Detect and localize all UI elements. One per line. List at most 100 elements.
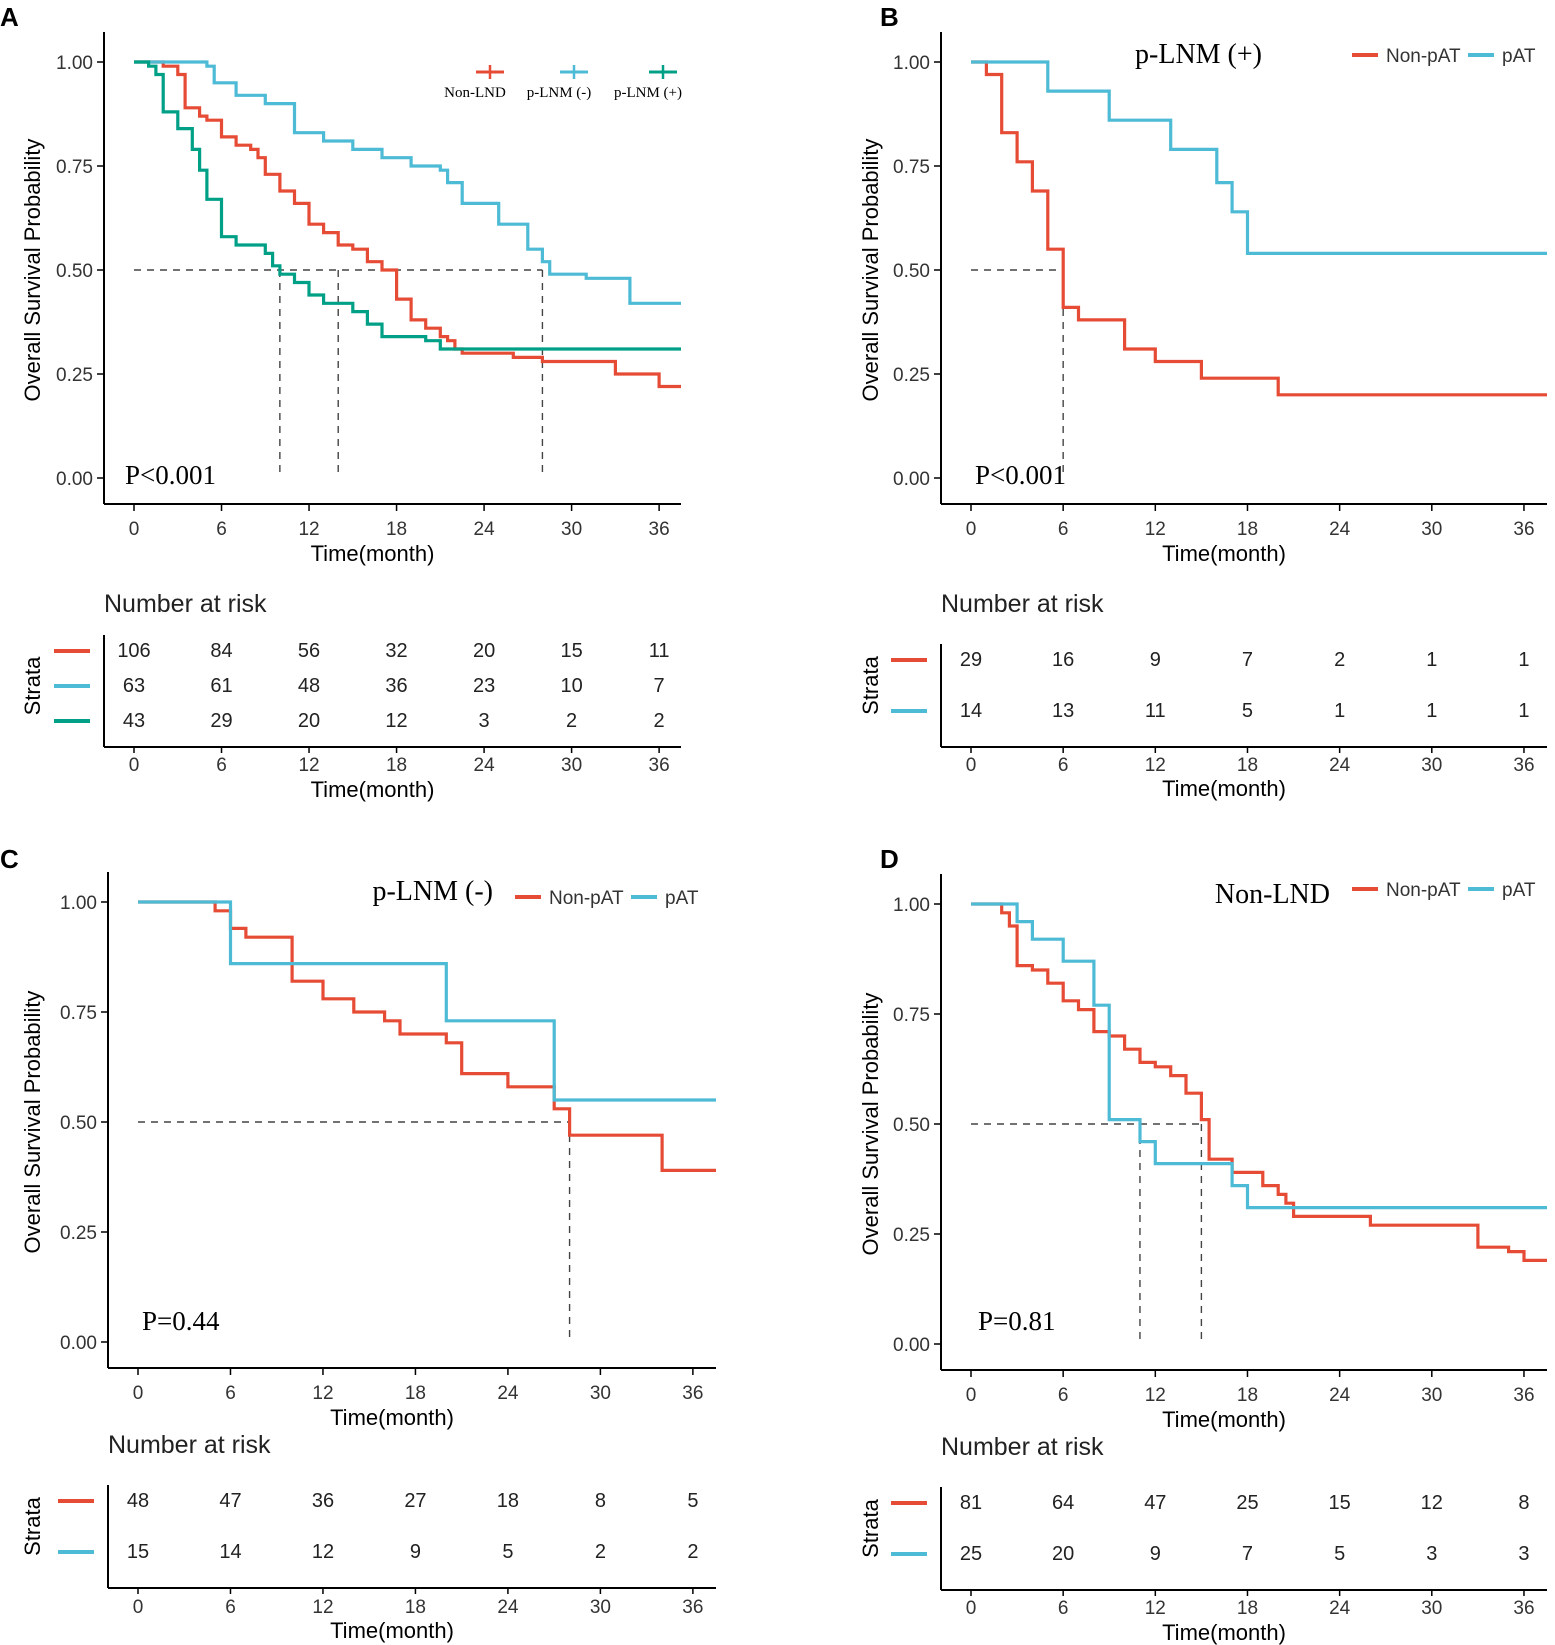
x-tick-label: 6 [1058,1385,1069,1406]
survival-curve-non-pat [971,60,1547,397]
risk-count: 36 [312,1490,334,1512]
y-tick-label: 1.00 [893,53,930,74]
panel-title: Non-LND [1215,879,1330,910]
risk-count: 12 [1421,1492,1443,1514]
risk-x-tick-label: 18 [386,755,407,776]
x-tick-label: 0 [966,519,977,540]
x-tick-label: 12 [1145,519,1166,540]
x-tick-label: 0 [133,1383,144,1404]
risk-count: 84 [210,640,232,662]
risk-x-axis-label: Time(month) [1162,776,1286,801]
risk-count: 9 [1150,649,1161,671]
survival-curve-non-pat [138,900,716,1172]
strata-label: Strata [858,655,883,714]
risk-count: 29 [210,710,232,732]
risk-table-title: Number at risk [941,590,1104,618]
y-tick-label: 0.50 [60,1113,97,1134]
survival-curve-pat [971,60,1547,255]
risk-count: 12 [385,710,407,732]
risk-count: 2 [654,710,665,732]
risk-x-tick-label: 36 [1513,755,1534,776]
risk-count: 5 [502,1541,513,1563]
risk-count: 43 [123,710,145,732]
y-tick-label: 0.00 [893,1335,930,1356]
risk-x-tick-label: 24 [1329,1598,1351,1619]
panel-letter: A [0,2,19,32]
risk-count: 56 [298,640,320,662]
risk-count: 48 [127,1490,149,1512]
risk-x-tick-label: 6 [1058,1598,1069,1619]
y-tick-label: 0.00 [56,469,93,490]
y-tick-label: 0.50 [893,261,930,282]
risk-count: 1 [1518,700,1529,722]
risk-count: 18 [497,1490,519,1512]
risk-x-axis-label: Time(month) [1162,1620,1286,1645]
risk-x-tick-label: 0 [966,1598,977,1619]
risk-count: 47 [1144,1492,1166,1514]
risk-table-title: Number at risk [108,1431,271,1459]
x-tick-label: 24 [474,519,496,540]
risk-x-tick-label: 18 [405,1597,426,1618]
legend-label: p-LNM (-) [527,85,592,101]
panel-d: D0.000.250.500.751.000 6 12 18 24 30 36Time(mo… [858,844,1547,1645]
risk-count: 27 [404,1490,426,1512]
risk-count: 25 [1236,1492,1258,1514]
panel-letter: B [880,2,899,32]
risk-count: 1 [1426,700,1437,722]
legend-label: Non-pAT [549,888,624,909]
risk-count: 64 [1052,1492,1074,1514]
y-tick-label: 0.75 [60,1003,97,1024]
y-tick-label: 0.25 [60,1223,97,1244]
y-tick-label: 1.00 [893,895,930,916]
legend-label: Non-pAT [1386,880,1461,901]
y-tick-label: 0.00 [60,1333,97,1354]
risk-count: 5 [1334,1543,1345,1565]
risk-x-tick-label: 12 [312,1597,333,1618]
risk-x-tick-label: 36 [649,755,670,776]
risk-count: 3 [1518,1543,1529,1565]
legend-label: p-LNM (+) [614,85,682,101]
p-value: P<0.001 [975,460,1066,490]
y-axis-label: Overall Survival Probability [858,139,883,402]
risk-count: 20 [1052,1543,1074,1565]
x-tick-label: 36 [682,1383,703,1404]
panel-c: C 0.00 0.25 0.50 0.75 1.00 0 6 12 18 24 30 36 Time(mo… [0,844,716,1643]
risk-x-tick-label: 6 [1058,755,1069,776]
risk-x-tick-label: 36 [1513,1598,1534,1619]
panel-b: B0.000.250.500.751.000 6 12 18 24 30 36Time(mo… [858,2,1547,801]
risk-x-tick-label: 18 [1237,1598,1258,1619]
risk-count: 1 [1518,649,1529,671]
risk-count: 5 [687,1490,698,1512]
risk-count: 61 [210,675,232,697]
risk-x-tick-label: 30 [1421,755,1442,776]
risk-x-tick-label: 30 [590,1597,611,1618]
y-tick-label: 0.75 [893,157,930,178]
x-tick-label: 18 [386,519,407,540]
risk-count: 9 [410,1541,421,1563]
risk-x-tick-label: 0 [133,1597,144,1618]
risk-count: 36 [385,675,407,697]
risk-x-tick-label: 12 [298,755,319,776]
risk-count: 81 [960,1492,982,1514]
y-tick-label: 0.25 [893,365,930,386]
panel-a: A0.000.250.500.751.000 6 12 18 24 30 36Time(mo… [0,2,682,802]
risk-x-tick-label: 30 [561,755,582,776]
risk-count: 2 [595,1541,606,1563]
x-tick-label: 18 [405,1383,426,1404]
risk-x-tick-label: 12 [1145,1598,1166,1619]
p-value: P=0.44 [142,1306,220,1336]
risk-count: 20 [473,640,495,662]
risk-count: 5 [1242,700,1253,722]
risk-count: 63 [123,675,145,697]
x-tick-label: 24 [1329,519,1351,540]
risk-count: 7 [1242,649,1253,671]
risk-count: 13 [1052,700,1074,722]
risk-count: 10 [560,675,582,697]
risk-x-tick-label: 6 [216,755,227,776]
risk-count: 32 [385,640,407,662]
legend-label: pAT [1502,880,1536,901]
y-tick-label: 0.00 [893,469,930,490]
x-tick-label: 12 [298,519,319,540]
x-tick-label: 24 [1329,1385,1351,1406]
